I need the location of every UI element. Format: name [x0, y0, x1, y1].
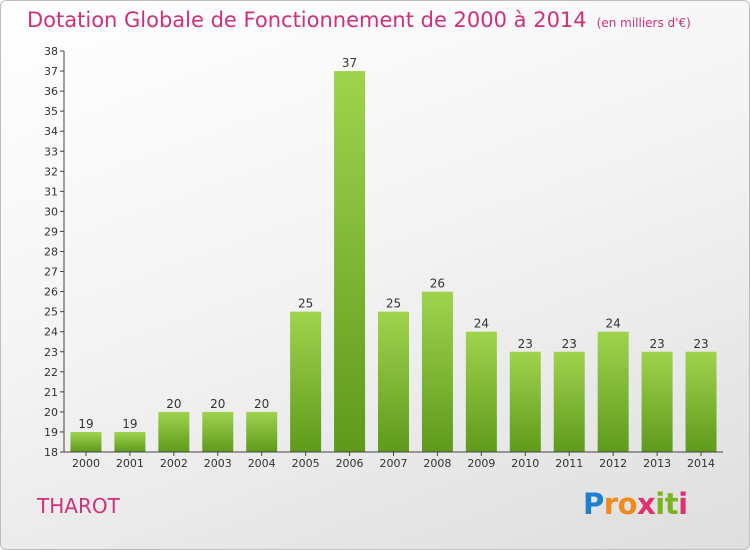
bar-2011 [553, 351, 585, 452]
y-tick-label: 20 [44, 406, 58, 419]
x-tick-label: 2005 [292, 457, 320, 470]
chart-subtitle: (en milliers d'€) [596, 16, 691, 30]
x-tick-label: 2004 [248, 457, 276, 470]
x-tick-label: 2013 [643, 457, 671, 470]
bar-2010 [509, 351, 541, 452]
bar-2000 [70, 431, 102, 452]
y-tick-label: 25 [44, 306, 58, 319]
x-axis: 2000 2001 2002 2003 2004 2005 2006 2007 2008 2009… [64, 451, 723, 470]
logo-letter: P [583, 487, 604, 521]
bar-value-label: 20 [210, 397, 225, 411]
bar-2007 [378, 311, 409, 452]
bar-2009 [465, 331, 497, 452]
y-tick-label: 22 [44, 366, 58, 379]
commune-name: THAROT [37, 494, 120, 518]
y-tick-label: 24 [44, 326, 58, 339]
bar-value-label: 23 [562, 337, 577, 351]
bar-value-label: 26 [430, 277, 445, 291]
chart-title-text: Dotation Globale de Fonctionnement de 20… [27, 8, 587, 32]
y-tick-label: 26 [44, 286, 58, 299]
logo-letter: t [664, 487, 679, 521]
bar-value-label: 25 [298, 297, 313, 311]
y-tick-label: 32 [44, 165, 58, 178]
y-tick-label: 28 [44, 246, 58, 259]
x-tick-label: 2009 [467, 457, 495, 470]
bar-value-label: 24 [606, 317, 621, 331]
proxiti-logo: Proxiti [583, 487, 688, 521]
bar-value-label: 23 [693, 337, 708, 351]
y-tick-label: 23 [44, 346, 58, 359]
x-tick-label: 2002 [160, 457, 188, 470]
bar-2004 [246, 411, 278, 452]
bar-2006 [334, 71, 366, 453]
x-tick-label: 2000 [72, 457, 100, 470]
x-tick-label: 2006 [336, 457, 364, 470]
y-tick-label: 33 [44, 145, 58, 158]
y-tick-label: 30 [44, 205, 58, 218]
bar-value-label: 23 [518, 337, 533, 351]
x-tick-label: 2008 [423, 457, 451, 470]
y-tick-label: 18 [44, 446, 58, 459]
bars: 19 19 20 20 20 25 37 25 26 24 23 23 24 23 23 [70, 56, 717, 453]
bar-value-label: 25 [386, 297, 401, 311]
x-tick-label: 2003 [204, 457, 232, 470]
bar-2005 [290, 311, 322, 452]
x-tick-label: 2011 [555, 457, 583, 470]
bar-2001 [114, 431, 146, 452]
bar-value-label: 20 [254, 397, 269, 411]
bar-2008 [421, 291, 453, 452]
bar-value-label: 19 [122, 417, 137, 431]
chart-title: Dotation Globale de Fonctionnement de 20… [27, 8, 691, 32]
y-tick-label: 29 [44, 225, 58, 238]
bar-value-label: 19 [78, 417, 93, 431]
y-tick-label: 35 [44, 105, 58, 118]
y-tick-label: 36 [44, 85, 58, 98]
x-tick-label: 2007 [380, 457, 408, 470]
bar-value-label: 20 [166, 397, 181, 411]
bar-2014 [685, 351, 717, 452]
logo-letter: i [655, 487, 665, 521]
x-tick-label: 2014 [687, 457, 715, 470]
bar-value-label: 23 [649, 337, 664, 351]
bar-value-label: 24 [474, 317, 489, 331]
x-tick-label: 2001 [116, 457, 144, 470]
x-tick-label: 2012 [599, 457, 627, 470]
x-tick-label: 2010 [511, 457, 539, 470]
y-tick-label: 34 [44, 125, 58, 138]
y-tick-label: 38 [44, 45, 58, 58]
y-tick-label: 27 [44, 266, 58, 279]
logo-letter: i [678, 487, 688, 521]
y-tick-label: 19 [44, 426, 58, 439]
logo-letter: r [603, 487, 618, 521]
y-axis: 18 19 20 21 22 23 24 25 26 27 28 29 30 31 32 33 34 35 36 37… [44, 45, 65, 459]
bar-value-label: 37 [342, 56, 357, 70]
y-tick-label: 21 [44, 386, 58, 399]
bar-2013 [641, 351, 673, 452]
bar-2002 [158, 411, 190, 452]
y-tick-label: 37 [44, 65, 58, 78]
bar-2012 [597, 331, 629, 452]
logo-letter: o [617, 487, 638, 521]
bar-2003 [202, 411, 234, 452]
logo-letter: x [637, 487, 656, 521]
y-tick-label: 31 [44, 185, 58, 198]
